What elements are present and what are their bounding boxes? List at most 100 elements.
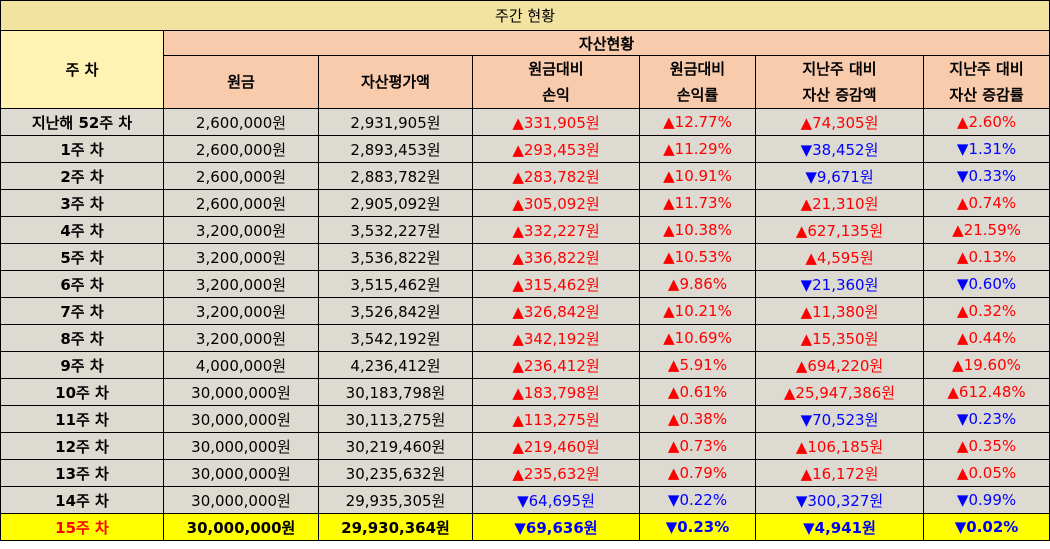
week-column-header: 주 차 xyxy=(0,30,164,109)
table-row: 2주 차 2,600,000원 2,883,782원 ▲283,782원 ▲10.91%… xyxy=(0,162,1050,190)
principal-cell: 4,000,000원 xyxy=(163,351,319,379)
asset-value-cell: 30,235,632원 xyxy=(318,459,473,487)
pl-rate-cell: ▲0.61% xyxy=(639,378,756,406)
pl-rate-cell: ▲0.38% xyxy=(639,405,756,433)
pl-rate-cell: ▲9.86% xyxy=(639,270,756,298)
weekly-change-cell: ▲25,947,386원 xyxy=(755,378,924,406)
pl-cell: ▲336,822원 xyxy=(472,243,640,271)
weekly-change-cell: ▼9,671원 xyxy=(755,162,924,190)
week-label-cell: 3주 차 xyxy=(0,189,164,217)
pl-cell: ▲342,192원 xyxy=(472,324,640,352)
asset-value-cell: 2,893,453원 xyxy=(318,135,473,163)
weekly-change-cell: ▼4,941원 xyxy=(755,513,924,541)
header-line: 원금대비 xyxy=(669,60,726,78)
weekly-change-cell: ▼300,327원 xyxy=(755,486,924,514)
principal-cell: 3,200,000원 xyxy=(163,243,319,271)
asset-value-cell: 3,542,192원 xyxy=(318,324,473,352)
asset-value-cell: 3,532,227원 xyxy=(318,216,473,244)
asset-value-cell: 30,183,798원 xyxy=(318,378,473,406)
pl-rate-cell: ▲12.77% xyxy=(639,108,756,136)
pl-rate-cell: ▲10.38% xyxy=(639,216,756,244)
pl-cell: ▲235,632원 xyxy=(472,459,640,487)
table-row: 5주 차 3,200,000원 3,536,822원 ▲336,822원 ▲10.53%… xyxy=(0,243,1050,271)
principal-cell: 30,000,000원 xyxy=(163,432,319,460)
table-row: 7주 차 3,200,000원 3,526,842원 ▲326,842원 ▲10.21%… xyxy=(0,297,1050,325)
header-line: 자산 증감률 xyxy=(949,86,1024,104)
pl-cell: ▲331,905원 xyxy=(472,108,640,136)
weekly-change-rate-cell: ▲0.35% xyxy=(922,432,1050,460)
asset-value-cell: 29,935,305원 xyxy=(318,486,473,514)
asset-value-cell: 30,219,460원 xyxy=(318,432,473,460)
weekly-change-cell: ▲11,380원 xyxy=(755,297,924,325)
weekly-change-cell: ▲74,305원 xyxy=(755,108,924,136)
table-row: 11주 차 30,000,000원 30,113,275원 ▲113,275원 ▲0.3… xyxy=(0,405,1050,433)
weekly-change-cell: ▲627,135원 xyxy=(755,216,924,244)
pl-cell: ▲315,462원 xyxy=(472,270,640,298)
pl-rate-cell: ▲0.79% xyxy=(639,459,756,487)
weekly-change-rate-cell: ▲0.13% xyxy=(922,243,1050,271)
pl-rate-cell: ▼0.22% xyxy=(639,486,756,514)
asset-value-cell: 3,536,822원 xyxy=(318,243,473,271)
weekly-change-cell: ▲21,310원 xyxy=(755,189,924,217)
week-label-cell: 7주 차 xyxy=(0,297,164,325)
weekly-change-cell: ▼21,360원 xyxy=(755,270,924,298)
asset-status-header: 자산현황 xyxy=(162,30,1050,56)
principal-cell: 3,200,000원 xyxy=(163,216,319,244)
principal-cell: 3,200,000원 xyxy=(163,324,319,352)
principal-cell: 30,000,000원 xyxy=(163,405,319,433)
week-label-cell: 14주 차 xyxy=(0,486,164,514)
week-label-cell: 13주 차 xyxy=(0,459,164,487)
pl-cell: ▲293,453원 xyxy=(472,135,640,163)
header-line: 원금 xyxy=(227,73,255,91)
week-label-cell: 지난해 52주 차 xyxy=(0,108,164,136)
pl-cell: ▲283,782원 xyxy=(472,162,640,190)
weekly-change-cell: ▲16,172원 xyxy=(755,459,924,487)
header-line: 지난주 대비 xyxy=(949,60,1024,78)
table-row: 6주 차 3,200,000원 3,515,462원 ▲315,462원 ▲9.86% ▼… xyxy=(0,270,1050,298)
header-line: 원금대비 xyxy=(528,60,584,78)
weekly-change-rate-cell: ▲0.74% xyxy=(922,189,1050,217)
pl-cell: ▲113,275원 xyxy=(472,405,640,433)
weekly-change-rate-cell: ▼0.99% xyxy=(922,486,1050,514)
principal-cell: 2,600,000원 xyxy=(163,108,319,136)
principal-cell: 30,000,000원 xyxy=(163,513,319,541)
weekly-change-cell: ▲15,350원 xyxy=(755,324,924,352)
principal-cell: 3,200,000원 xyxy=(163,270,319,298)
weekly-change-cell: ▼70,523원 xyxy=(755,405,924,433)
table-row: 12주 차 30,000,000원 30,219,460원 ▲219,460원 ▲0.7… xyxy=(0,432,1050,460)
weekly-change-rate-cell: ▲612.48% xyxy=(922,378,1050,406)
asset-value-cell: 30,113,275원 xyxy=(318,405,473,433)
principal-cell: 3,200,000원 xyxy=(163,297,319,325)
pl-cell: ▲305,092원 xyxy=(472,189,640,217)
table-row: 10주 차 30,000,000원 30,183,798원 ▲183,798원 ▲0.6… xyxy=(0,378,1050,406)
pl-cell: ▼69,636원 xyxy=(472,513,640,541)
principal-cell: 30,000,000원 xyxy=(163,378,319,406)
table-row: 3주 차 2,600,000원 2,905,092원 ▲305,092원 ▲11.73%… xyxy=(0,189,1050,217)
principal-cell: 30,000,000원 xyxy=(163,486,319,514)
pl-rate-cell: ▲11.73% xyxy=(639,189,756,217)
weekly-change-rate-cell: ▼0.02% xyxy=(922,513,1050,541)
pl-rate-cell: ▲10.69% xyxy=(639,324,756,352)
asset-value-header: 자산평가액 xyxy=(318,55,473,109)
principal-header: 원금 xyxy=(163,55,319,109)
header-line: 손익률 xyxy=(676,86,719,104)
table-row: 지난해 52주 차 2,600,000원 2,931,905원 ▲331,905원 ▲1… xyxy=(0,108,1050,136)
week-label-cell: 6주 차 xyxy=(0,270,164,298)
week-label-cell: 9주 차 xyxy=(0,351,164,379)
weekly-change-cell: ▲694,220원 xyxy=(755,351,924,379)
pl-rate-cell: ▲10.91% xyxy=(639,162,756,190)
header-line: 지난주 대비 xyxy=(802,60,877,78)
weekly-change-cell: ▼38,452원 xyxy=(755,135,924,163)
weekly-change-rate-cell: ▼0.23% xyxy=(922,405,1050,433)
pl-cell: ▼64,695원 xyxy=(472,486,640,514)
weekly-change-cell: ▲4,595원 xyxy=(755,243,924,271)
pl-cell: ▲332,227원 xyxy=(472,216,640,244)
weekly-change-rate-cell: ▼1.31% xyxy=(922,135,1050,163)
header-line: 자산평가액 xyxy=(360,73,430,91)
pl-rate-cell: ▲10.53% xyxy=(639,243,756,271)
weekly-change-rate-cell: ▲0.32% xyxy=(922,297,1050,325)
weekly-change-rate-cell: ▲0.44% xyxy=(922,324,1050,352)
header-line: 손익 xyxy=(542,86,570,104)
